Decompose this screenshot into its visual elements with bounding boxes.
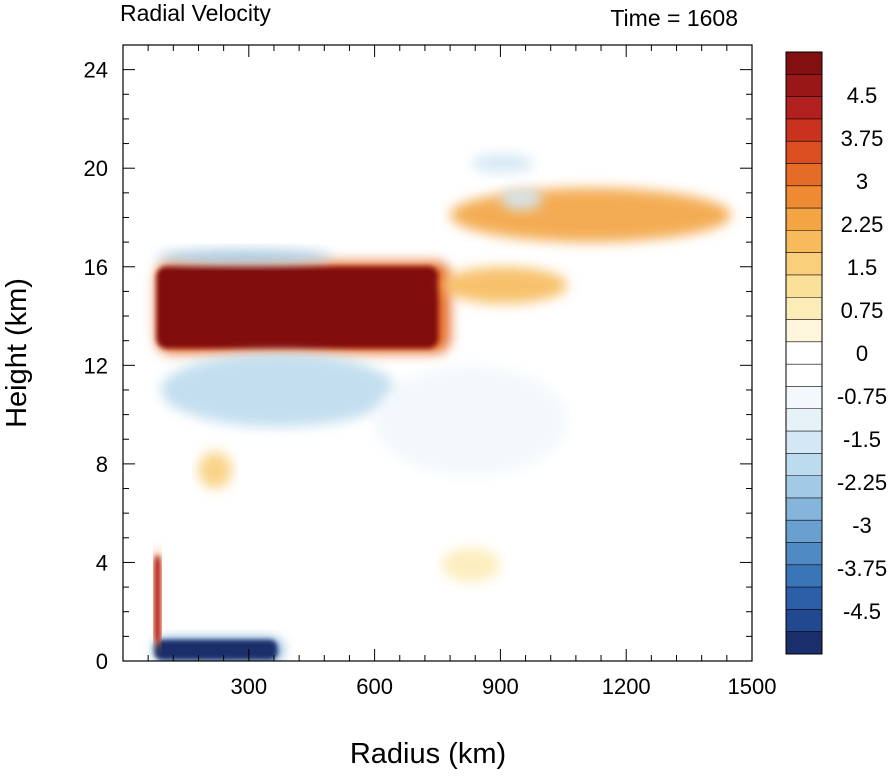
colorbar-swatch: [786, 386, 822, 410]
heatmap-cell: [500, 187, 543, 211]
x-tick-label: 600: [356, 674, 393, 699]
heatmap-cell: [441, 547, 501, 583]
colorbar-swatch: [786, 274, 822, 298]
heatmap-feature-upper-outflow-band: [450, 187, 732, 243]
colorbar-label: -2.25: [837, 470, 887, 495]
colorbar-swatch: [786, 431, 822, 454]
heatmap-feature-upper-inflow-patch: [471, 153, 534, 174]
colorbar-swatch: [786, 74, 822, 97]
colorbar-swatch: [786, 118, 822, 142]
heatmap-cell: [471, 153, 534, 174]
colorbar-label: -4.5: [843, 599, 881, 624]
heatmap-feature-upper-outflow-band: [441, 266, 568, 304]
colorbar-swatch: [786, 497, 822, 521]
heatmap-feature-outflow-jet: [156, 261, 451, 353]
x-axis-ticks: 300 600 900 1200 1500: [122, 45, 777, 699]
heatmap-feature-eyewall-outflow: [154, 550, 161, 649]
colorbar-swatch: [786, 475, 822, 499]
colorbar-swatch: [786, 230, 822, 253]
chart-title-right: Time = 1608: [610, 5, 738, 31]
y-tick-label: 8: [96, 452, 108, 477]
chart-title-left: Radial Velocity: [120, 0, 271, 26]
colorbar-swatch: [786, 319, 822, 343]
y-tick-label: 24: [84, 58, 108, 83]
y-tick-label: 12: [84, 353, 108, 378]
heatmap-cell: [198, 451, 233, 489]
x-axis-label: Radius (km): [350, 738, 506, 770]
x-tick-label: 1500: [728, 674, 777, 699]
heatmap-field: [154, 153, 732, 661]
colorbar-swatch: [786, 163, 822, 187]
heatmap-feature-low-level-outflow: [441, 547, 501, 583]
colorbar-label: -3: [852, 513, 872, 538]
colorbar: 4.5 3.75 3 2.25 1.5 0.75 0 -0.75 -1.5 -2.25 -3 -3.7…: [785, 51, 887, 655]
y-tick-label: 16: [84, 255, 108, 280]
colorbar-label: -3.75: [837, 556, 887, 581]
heatmap-feature-midlevel-weak-inflow: [374, 365, 568, 477]
heatmap-cell-core: [154, 555, 161, 644]
colorbar-label: 4.5: [847, 83, 878, 108]
y-tick-label: 4: [96, 550, 108, 575]
colorbar-label: 2.25: [841, 212, 884, 237]
x-tick-label: 1200: [602, 674, 651, 699]
colorbar-label: -1.5: [843, 427, 881, 452]
colorbar-swatch: [786, 341, 822, 365]
y-axis-label: Height (km): [1, 278, 33, 428]
colorbar-swatch: [786, 52, 822, 75]
heatmap-cell: [160, 353, 396, 427]
colorbar-swatch: [786, 520, 822, 543]
heatmap-feature-upper-inflow-patch: [500, 187, 543, 211]
colorbar-label: 3.75: [841, 126, 884, 151]
colorbar-frame: [785, 51, 823, 655]
heatmap-cell: [441, 266, 568, 304]
y-axis-ticks: 0 4 8 12 16 20 24: [84, 44, 752, 674]
colorbar-swatch: [786, 364, 822, 387]
colorbar-swatch: [786, 542, 822, 566]
colorbar-swatch: [786, 609, 822, 633]
y-tick-label: 20: [84, 156, 108, 181]
colorbar-swatch: [786, 297, 822, 320]
plot-frame: [122, 44, 753, 662]
heatmap-feature-upper-inflow: [156, 249, 333, 265]
heatmap-cell: [450, 187, 732, 243]
colorbar-swatch: [786, 185, 822, 209]
colorbar-label: 3: [856, 169, 868, 194]
colorbar-swatch: [786, 96, 822, 120]
heatmap-cell: [156, 249, 333, 265]
colorbar-label: 0.75: [841, 298, 884, 323]
heatmap-cell-core: [154, 639, 278, 660]
x-tick-label: 900: [482, 674, 519, 699]
colorbar-label: 0: [856, 341, 868, 366]
colorbar-swatch: [786, 408, 822, 432]
colorbar-label: -0.75: [837, 384, 887, 409]
colorbar-label: 1.5: [847, 255, 878, 280]
colorbar-swatch: [786, 208, 822, 231]
heatmap-cell: [374, 365, 568, 477]
heatmap-feature-midlevel-inflow: [160, 353, 396, 427]
colorbar-swatch: [786, 631, 822, 655]
colorbar-swatch: [786, 453, 822, 476]
y-tick-label: 0: [96, 649, 108, 674]
heatmap-feature-midlevel-outflow: [198, 451, 233, 489]
heatmap-feature-boundary-layer-inflow: [154, 638, 283, 661]
x-tick-label: 300: [230, 674, 267, 699]
colorbar-swatch: [786, 587, 822, 610]
colorbar-swatch: [786, 252, 822, 276]
heatmap-cell-core: [156, 266, 439, 349]
colorbar-swatch: [786, 141, 822, 164]
colorbar-swatch: [786, 564, 822, 588]
